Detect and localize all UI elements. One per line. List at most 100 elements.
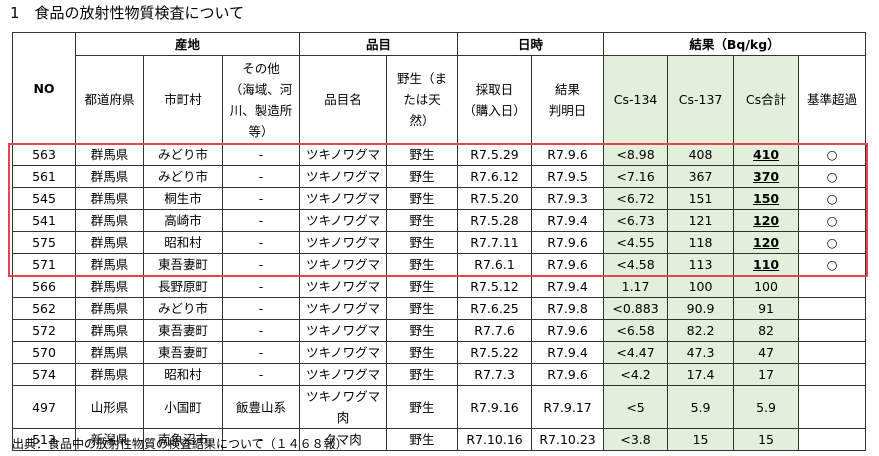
table-cell: ツキノワグマ	[299, 363, 388, 386]
table-cell: 566	[12, 275, 76, 298]
table-cell: ツキノワグマ	[299, 253, 388, 276]
table-cell: 408	[667, 143, 735, 166]
table-cell: クマ肉	[299, 428, 388, 451]
source-note: 出典：食品中の放射性物質の検査結果について（１４６８報）	[12, 437, 348, 451]
page-title: 1 食品の放射性物質検査について	[10, 4, 245, 22]
table-cell: R7.7.11	[457, 231, 533, 254]
table-cell: 513	[12, 428, 76, 451]
table-cell: 野生	[386, 319, 459, 342]
table-cell: 113	[667, 253, 735, 276]
table-cell: <7.16	[603, 165, 669, 188]
data-row: 561 群馬県 みどり市 - ツキノワグマ 野生 R7.6.12 R7.9.5 <7.16 367…	[12, 165, 867, 188]
table-cell: みどり市	[143, 165, 223, 188]
data-row: 566 群馬県 長野原町 - ツキノワグマ 野生 R7.5.12 R7.9.4 1.17 100 1…	[12, 275, 867, 298]
table-cell: ツキノワグマ	[299, 165, 388, 188]
table-cell: R7.9.5	[531, 165, 605, 188]
data-row: 574 群馬県 昭和村 - ツキノワグマ 野生 R7.7.3 R7.9.6 <4.2 17.4 17	[12, 363, 867, 386]
table-cell: 小国町	[143, 385, 223, 429]
table-cell: 15	[733, 428, 800, 451]
table-cell: 野生	[386, 143, 459, 166]
table-cell: 47.3	[667, 341, 735, 364]
table-cell: 5.9	[733, 385, 800, 429]
table-cell: ツキノワグマ	[299, 231, 388, 254]
table-cell: R7.9.6	[531, 253, 605, 276]
table-cell: 群馬県	[75, 209, 144, 232]
table-cell: 575	[12, 231, 76, 254]
table-cell: ツキノワグマ	[299, 319, 388, 342]
table-cell: 野生	[386, 253, 459, 276]
table-cell: 15	[667, 428, 735, 451]
table-cell: 1.17	[603, 275, 669, 298]
table-cell: -	[221, 187, 301, 210]
table-cell: R7.5.22	[457, 341, 533, 364]
header-cell: NO	[12, 32, 76, 144]
table-cell: R7.5.12	[457, 275, 533, 298]
table-cell	[798, 363, 867, 386]
header-cell: Cs合計	[733, 55, 800, 144]
table-cell: 570	[12, 341, 76, 364]
table-cell: 497	[12, 385, 76, 429]
table-cell: <4.2	[603, 363, 669, 386]
table-cell	[798, 428, 867, 451]
data-row: 562 群馬県 みどり市 - ツキノワグマ 野生 R7.6.25 R7.9.8 <0.883 90…	[12, 297, 867, 320]
table-cell: R7.6.1	[457, 253, 533, 276]
header-cell: 基準超過	[798, 55, 867, 144]
table-cell: 563	[12, 143, 76, 166]
table-cell: 群馬県	[75, 231, 144, 254]
table-cell: 桐生市	[143, 187, 223, 210]
table-cell: <0.883	[603, 297, 669, 320]
table-cell: ○	[798, 209, 867, 232]
table-cell: 91	[733, 297, 800, 320]
header-cell: 品目	[299, 32, 459, 56]
table-cell	[798, 297, 867, 320]
table-cell: 90.9	[667, 297, 735, 320]
table-cell: 野生	[386, 165, 459, 188]
table-cell: 367	[667, 165, 735, 188]
table-cell	[798, 341, 867, 364]
table-cell: 昭和村	[143, 363, 223, 386]
table-cell: R7.9.17	[531, 385, 605, 429]
table-cell: 東吾妻町	[143, 319, 223, 342]
table-cell: <6.58	[603, 319, 669, 342]
table-cell: R7.5.28	[457, 209, 533, 232]
table-cell: 群馬県	[75, 165, 144, 188]
table-cell: 野生	[386, 297, 459, 320]
table-cell: 野生	[386, 385, 459, 429]
header-row: NO 産地 品目 日時 結果（Bq/kg）	[12, 32, 867, 144]
table-cell: ツキノワグマ	[299, 275, 388, 298]
table-cell: 野生	[386, 231, 459, 254]
header-cell: 野生（ま たは天 然）	[386, 55, 459, 144]
table-cell: 山形県	[75, 385, 144, 429]
table-cell: <8.98	[603, 143, 669, 166]
table-cell: R7.9.6	[531, 319, 605, 342]
table-cell: R7.10.16	[457, 428, 533, 451]
table-cell: 110	[733, 253, 800, 276]
table-cell: 545	[12, 187, 76, 210]
header-cell: 日時	[457, 32, 605, 56]
table-cell: 群馬県	[75, 187, 144, 210]
table-cell: ○	[798, 187, 867, 210]
table-cell: 東吾妻町	[143, 253, 223, 276]
header-cell: 都道府県	[75, 55, 144, 144]
table-cell: 121	[667, 209, 735, 232]
table-cell: <4.47	[603, 341, 669, 364]
table-cell: 82	[733, 319, 800, 342]
table-cell: 150	[733, 187, 800, 210]
table-cell: 飯豊山系	[221, 385, 301, 429]
header-cell: 結果（Bq/kg）	[603, 32, 867, 56]
table-cell: ○	[798, 231, 867, 254]
data-row: 563 群馬県 みどり市 - ツキノワグマ 野生 R7.5.29 R7.9.6 <8.98 408…	[12, 143, 867, 166]
table-cell: -	[221, 253, 301, 276]
table-cell: 120	[733, 231, 800, 254]
table-cell: 120	[733, 209, 800, 232]
table-cell: 82.2	[667, 319, 735, 342]
table-cell: 370	[733, 165, 800, 188]
header-cell: Cs-137	[667, 55, 735, 144]
table-cell: 572	[12, 319, 76, 342]
table-cell: R7.9.6	[531, 143, 605, 166]
table-cell: <5	[603, 385, 669, 429]
header-cell: その他 （海域、河 川、製造所 等）	[221, 55, 301, 144]
header-cell: 産地	[74, 32, 301, 56]
header-cell: 結果 判明日	[531, 55, 605, 144]
